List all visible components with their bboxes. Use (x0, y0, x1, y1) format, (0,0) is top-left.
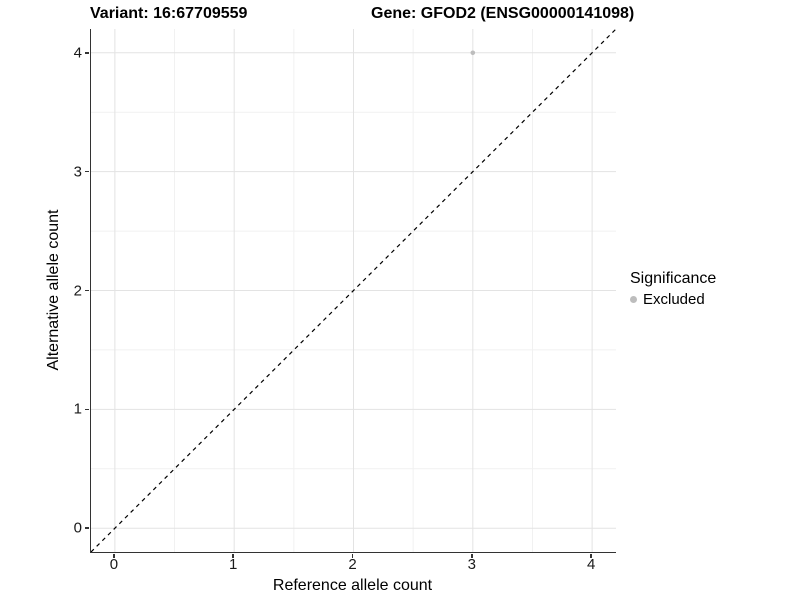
legend: Significance Excluded (630, 270, 716, 308)
y-tick-mark (85, 527, 89, 529)
x-tick-label: 2 (348, 556, 357, 573)
y-tick-mark (85, 52, 89, 54)
y-tick-label: 0 (73, 519, 82, 537)
x-tick-mark (351, 553, 354, 558)
x-tick-label: 1 (229, 556, 238, 573)
x-tick-mark (113, 553, 115, 558)
plot-title-gene: Gene: GFOD2 (ENSG00000141098) (371, 5, 635, 22)
y-tick-mark (85, 170, 89, 173)
y-tick-mark (85, 408, 89, 411)
x-tick-label: 4 (586, 556, 596, 573)
y-tick-mark (85, 289, 89, 292)
legend-title: Significance (630, 270, 717, 287)
plot-panel (90, 29, 616, 553)
plot-canvas (91, 29, 616, 552)
x-tick-mark (590, 553, 592, 558)
plot-title-variant: Variant: 16:67709559 (90, 5, 248, 22)
identity-dashed-line (91, 29, 616, 552)
x-tick-label: 0 (109, 556, 119, 573)
x-tick-mark (232, 553, 234, 558)
legend-item-label: Excluded (643, 291, 705, 308)
y-tick-label: 1 (73, 400, 82, 418)
y-tick-label: 2 (73, 282, 82, 299)
x-tick-label: 3 (467, 556, 476, 573)
legend-key-dot-icon (630, 296, 637, 303)
y-axis-label: Alternative allele count (45, 209, 62, 371)
x-tick-mark (471, 553, 473, 558)
legend-item: Excluded (630, 291, 716, 308)
x-axis-label: Reference allele count (272, 577, 433, 594)
y-tick-label: 4 (73, 44, 82, 62)
data-point (470, 50, 476, 56)
legend-items: Excluded (630, 291, 716, 308)
y-tick-label: 3 (73, 163, 82, 181)
